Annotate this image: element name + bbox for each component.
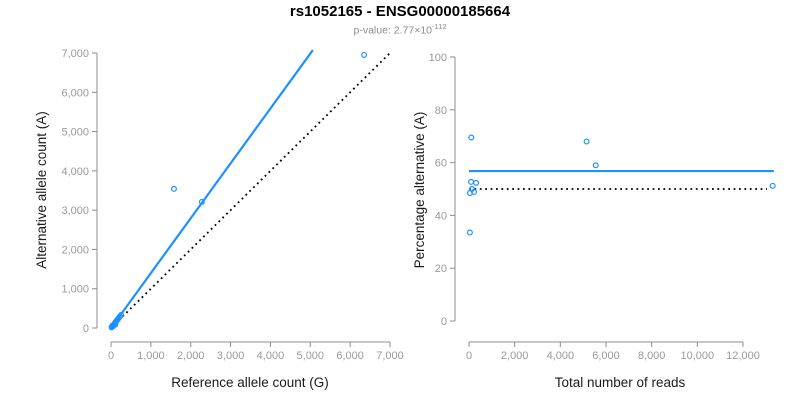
x-tick-label: 1,000 [137,350,165,362]
y-tick-label: 3,000 [61,205,89,217]
y-tick-label: 60 [435,158,447,170]
y-tick-label: 20 [435,263,447,275]
data-point [473,179,480,186]
y-axis-title: Percentage alternative (A) [412,112,427,269]
x-axis-title: Total number of reads [555,375,686,390]
data-point [361,51,368,58]
y-axis-title: Alternative allele count (A) [34,111,49,269]
data-point [468,134,475,141]
identity-line [110,52,391,329]
p-value-base: p-value: 2.77×10 [353,24,433,37]
x-tick-label: 12,000 [726,350,760,362]
figure-subtitle: p-value: 2.77×10-112 [0,22,800,37]
p-value-exponent: -112 [432,22,447,31]
x-tick-label: 4,000 [257,350,285,362]
x-tick-label: 2,000 [177,350,205,362]
figure-title: rs1052165 - ENSG00000185664 [289,3,511,20]
y-tick-label: 80 [435,105,447,117]
data-point [592,162,599,169]
y-tick-label: 100 [429,52,447,64]
data-point [118,311,125,318]
data-point [466,189,473,196]
x-tick-label: 10,000 [681,350,715,362]
y-tick-label: 5,000 [61,127,89,139]
x-tick-label: 5,000 [297,350,325,362]
panel-percentage-vs-coverage: 0 20 40 60 80 100 0 2,000 4,000 6,000 8,000 10,000 1… [412,52,776,390]
x-tick-label: 3,000 [217,350,245,362]
data-point [112,321,119,328]
y-tick-label: 6,000 [61,87,89,99]
x-tick-label: 2,000 [501,350,529,362]
x-tick-label: 0 [108,350,114,362]
x-axis-title: Reference allele count (G) [171,375,329,390]
y-tick-label: 4,000 [61,166,89,178]
fit-line [110,49,314,329]
y-tick-label: 7,000 [61,48,89,60]
y-tick-label: 1,000 [61,284,89,296]
y-tick-label: 40 [435,210,447,222]
data-point [468,178,475,185]
x-tick-label: 4,000 [547,350,575,362]
data-point [198,198,205,205]
x-tick-label: 8,000 [638,350,666,362]
data-point [583,138,590,145]
x-tick-label: 6,000 [592,350,620,362]
y-tick-label: 2,000 [61,244,89,256]
y-tick-label: 0 [83,323,89,335]
data-point [769,182,776,189]
data-point [466,229,473,236]
x-tick-label: 7,000 [376,350,404,362]
data-point [170,185,177,192]
x-tick-label: 0 [466,350,472,362]
y-tick-label: 0 [441,316,447,328]
panel-allele-counts: 0 1,000 2,000 3,000 4,000 5,000 6,000 7,000 0 1,0… [34,48,404,390]
x-tick-label: 6,000 [336,350,364,362]
